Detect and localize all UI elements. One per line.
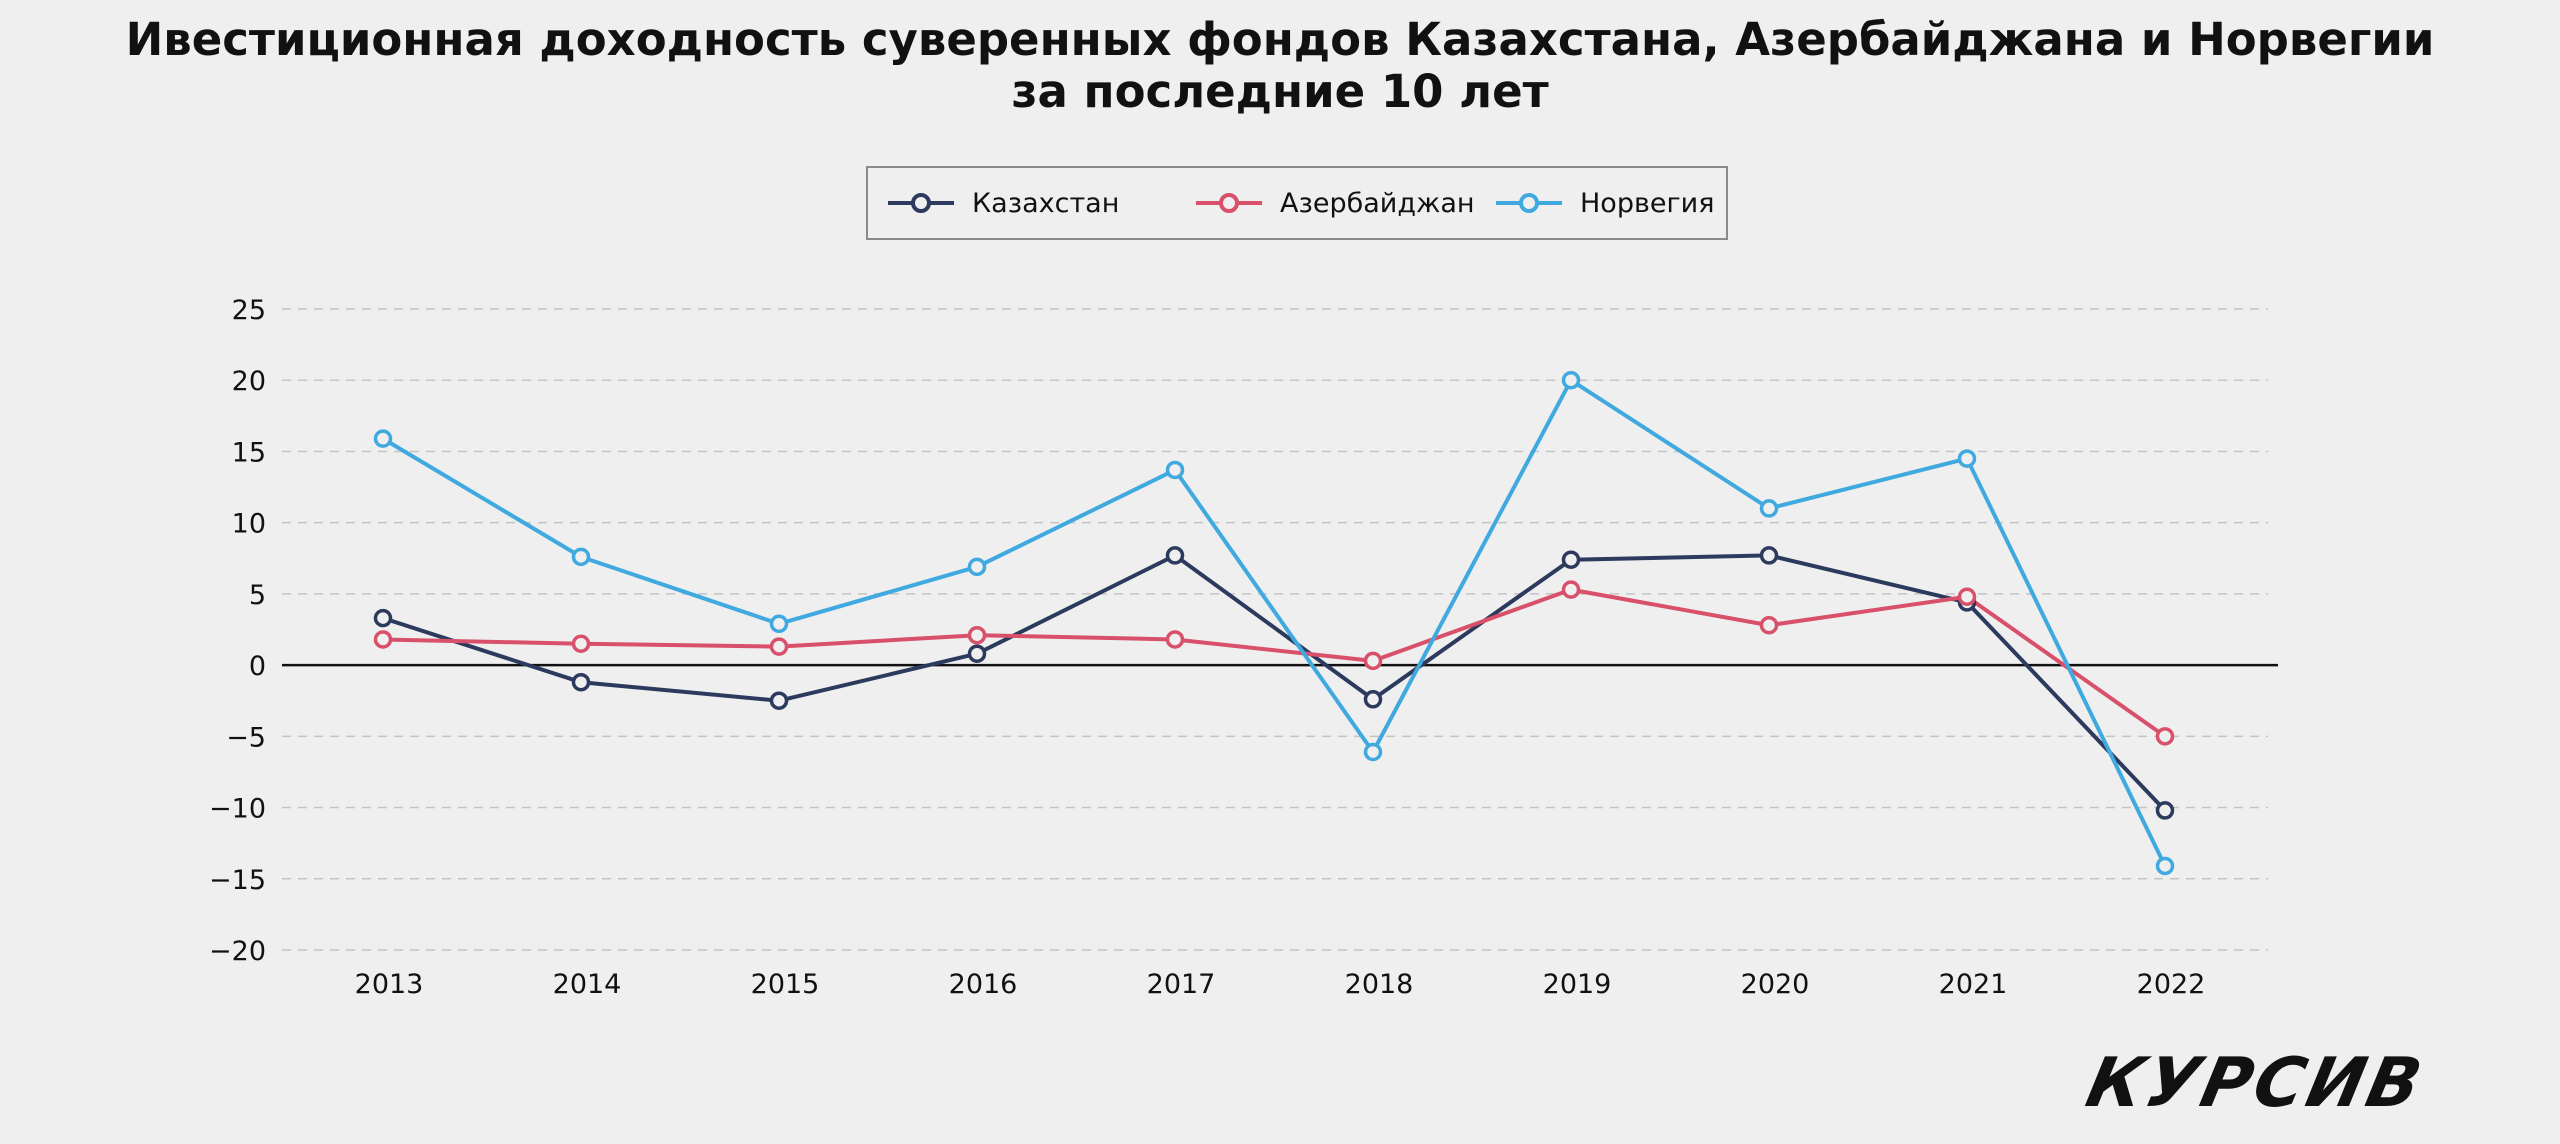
data-point-series-1 (1957, 587, 1977, 606)
y-tick-label: 5 (249, 580, 266, 611)
data-point-series-1 (373, 630, 393, 649)
brand-logo: КУРСИВ (2079, 1044, 2432, 1123)
data-point-series-1 (967, 625, 987, 645)
y-tick-label: −5 (226, 722, 266, 753)
x-tick-label: 2015 (751, 969, 820, 1000)
chart-subtitle: за последние 10 лет (1011, 65, 1549, 118)
legend-marker-norway (1496, 193, 1562, 213)
data-point-series-2 (967, 557, 987, 577)
y-tick-label: 0 (249, 651, 266, 682)
y-tick-label: −10 (209, 794, 266, 825)
data-point-series-2 (1561, 370, 1581, 390)
data-point-series-1 (1759, 615, 1779, 635)
legend-item-kazakhstan: Казахстан (886, 168, 1119, 238)
y-tick-label: −20 (209, 936, 266, 967)
data-point-series-0 (571, 672, 591, 692)
legend-label-azerbaijan: Азербайджан (1280, 187, 1475, 219)
data-point-series-0 (769, 691, 789, 710)
x-tick-label: 2019 (1543, 969, 1612, 1000)
legend-label-norway: Норвегия (1580, 187, 1715, 219)
y-tick-label: −15 (209, 865, 266, 896)
x-tick-label: 2022 (2137, 969, 2206, 1000)
series-line-0 (382, 553, 2167, 812)
data-point-series-2 (1165, 460, 1185, 480)
series-line-1 (382, 587, 2167, 738)
data-point-series-1 (571, 634, 591, 653)
legend-marker-kazakhstan (888, 193, 954, 213)
data-point-series-0 (2155, 801, 2175, 820)
x-tick-label: 2013 (355, 969, 424, 1000)
data-point-series-0 (1363, 690, 1383, 709)
data-point-series-1 (2155, 727, 2175, 746)
y-tick-label: 15 (232, 437, 266, 468)
chart-title: Ивестиционная доходность суверенных фонд… (0, 14, 2560, 118)
data-point-series-0 (967, 644, 987, 663)
data-point-series-0 (1165, 546, 1185, 565)
x-tick-label: 2018 (1345, 969, 1414, 1000)
data-point-series-2 (571, 547, 591, 567)
data-point-series-2 (1363, 742, 1383, 762)
chart-title-line-1: Ивестиционная доходность суверенных фонд… (125, 13, 2435, 66)
data-point-series-1 (1363, 651, 1383, 671)
data-point-series-2 (1759, 499, 1779, 518)
data-point-series-1 (769, 637, 789, 656)
legend-item-norway: Норвегия (1494, 168, 1714, 238)
data-point-series-2 (1957, 449, 1977, 468)
legend-marker-azerbaijan (1196, 193, 1262, 213)
data-point-series-0 (373, 608, 393, 628)
y-tick-label: 25 (232, 295, 266, 326)
chart-legend: Казахстан Азербайджан Норвегия (866, 166, 1728, 240)
y-tick-label: 20 (232, 366, 266, 397)
x-tick-label: 2014 (553, 969, 622, 1000)
data-point-series-0 (1759, 546, 1779, 565)
x-tick-label: 2016 (949, 969, 1018, 1000)
y-tick-label: 10 (232, 509, 266, 540)
legend-item-azerbaijan: Азербайджан (1194, 168, 1475, 238)
data-point-series-2 (2155, 856, 2175, 876)
legend-label-kazakhstan: Казахстан (972, 187, 1120, 219)
data-point-series-1 (1165, 630, 1185, 649)
x-tick-label: 2020 (1741, 969, 1810, 1000)
data-point-series-2 (769, 614, 789, 634)
series-line-2 (381, 378, 2167, 867)
x-tick-label: 2021 (1939, 969, 2008, 1000)
data-point-series-2 (373, 429, 393, 448)
x-tick-label: 2017 (1147, 969, 1216, 1000)
data-point-series-0 (1561, 550, 1581, 569)
data-point-series-1 (1561, 580, 1581, 599)
